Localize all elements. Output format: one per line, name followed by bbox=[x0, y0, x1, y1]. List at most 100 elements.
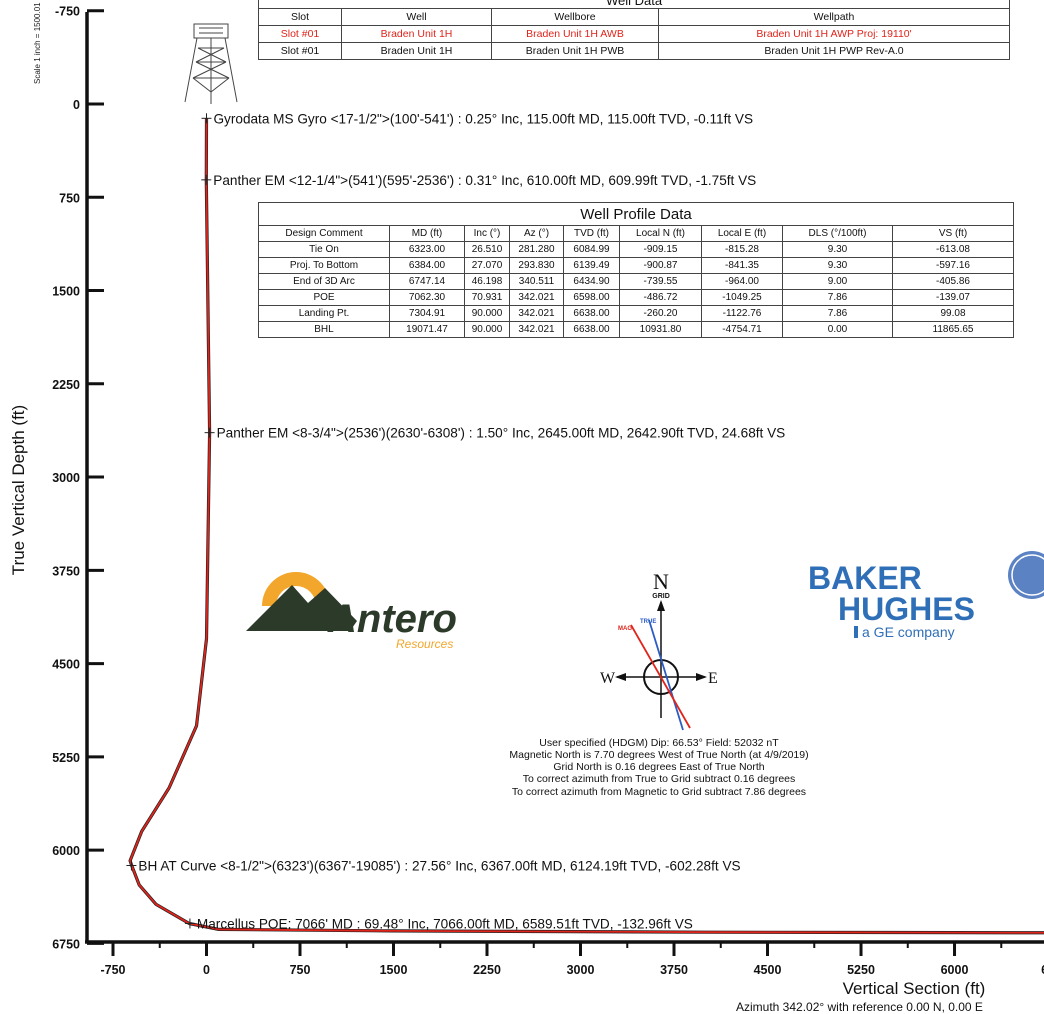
annotation-label: Marcellus POE: 7066' MD : 69.48° Inc, 70… bbox=[197, 916, 693, 931]
table-cell: -613.08 bbox=[892, 241, 1014, 258]
ge-company-text: a GE company bbox=[862, 624, 955, 640]
y-tick-label: 4500 bbox=[52, 658, 80, 672]
y-tick-label: -750 bbox=[55, 5, 80, 19]
table-cell: 6638.00 bbox=[563, 305, 620, 322]
compass-true-label: TRUE bbox=[640, 619, 656, 625]
table-cell: -139.07 bbox=[892, 289, 1014, 306]
table-cell: 26.510 bbox=[464, 241, 510, 258]
ge-monogram-icon bbox=[1008, 551, 1044, 599]
table-cell: 7.86 bbox=[782, 305, 893, 322]
table-cell: -815.28 bbox=[701, 241, 783, 258]
table-cell: 6434.90 bbox=[563, 273, 620, 290]
x-tick-label: 4500 bbox=[754, 963, 782, 977]
antero-sun-icon bbox=[262, 572, 330, 606]
antero-logo: Antero Resources bbox=[246, 572, 457, 651]
table-cell: 6384.00 bbox=[389, 257, 465, 274]
table-row: Landing Pt. 7304.91 90.000 342.021 6638.00 -2… bbox=[258, 305, 1014, 322]
mag-note-4: To correct azimuth from True to Grid sub… bbox=[523, 773, 796, 785]
table-cell: -4754.71 bbox=[701, 321, 783, 338]
table-row: BHL 19071.47 90.000 342.021 6638.00 10931.80-… bbox=[258, 321, 1014, 338]
table-cell: 9.30 bbox=[782, 241, 893, 258]
drilling-rig-icon bbox=[184, 23, 238, 104]
table-cell: 19071.47 bbox=[389, 321, 465, 338]
table-cell: 6139.49 bbox=[563, 257, 620, 274]
table-row: Proj. To Bottom 6384.00 27.070 293.830 6139.… bbox=[258, 257, 1014, 274]
table-cell: -1122.76 bbox=[701, 305, 783, 322]
table-cell: 7.86 bbox=[782, 289, 893, 306]
table-cell: 90.000 bbox=[464, 321, 510, 338]
table-cell: Braden Unit 1H bbox=[341, 25, 492, 43]
compass-mag-label: MAG bbox=[618, 626, 632, 632]
north-arrow: N GRID MAG TRUE W E bbox=[600, 569, 718, 731]
well-profile-table: Well Profile Data Design Comment MD (ft)… bbox=[258, 202, 1014, 338]
compass-w-label: W bbox=[600, 670, 616, 687]
table-cell: End of 3D Arc bbox=[258, 273, 390, 290]
table-cell: 27.070 bbox=[464, 257, 510, 274]
x-axis-title: Vertical Section (ft) bbox=[843, 979, 986, 998]
col-az: Az (°) bbox=[509, 225, 564, 242]
table-cell: POE bbox=[258, 289, 390, 306]
table-cell: -1049.25 bbox=[701, 289, 783, 306]
x-tick-label: 0 bbox=[203, 963, 210, 977]
table-cell: 6598.00 bbox=[563, 289, 620, 306]
well-data-table: Well Data Slot Well Wellbore Wellpath Sl… bbox=[258, 0, 1010, 60]
table-cell: Braden Unit 1H AWB bbox=[491, 25, 659, 43]
col-vs: VS (ft) bbox=[892, 225, 1014, 242]
table-cell: Landing Pt. bbox=[258, 305, 390, 322]
table-cell: 7062.30 bbox=[389, 289, 465, 306]
x-tick-label: 3750 bbox=[660, 963, 688, 977]
col-dls: DLS (°/100ft) bbox=[782, 225, 893, 242]
antero-mountains-icon bbox=[246, 585, 357, 631]
table-cell: Braden Unit 1H AWP Proj: 19110' bbox=[658, 25, 1010, 43]
annotation-label: BH AT Curve <8-1/2">(6323')(6367'-19085'… bbox=[138, 859, 740, 874]
x-tick-label: 2250 bbox=[473, 963, 501, 977]
table-cell: -900.87 bbox=[619, 257, 702, 274]
antero-subtitle: Resources bbox=[396, 637, 453, 651]
table-cell: 293.830 bbox=[509, 257, 564, 274]
table-cell: 7304.91 bbox=[389, 305, 465, 322]
y-tick-label: 6000 bbox=[52, 844, 80, 858]
col-local-n: Local N (ft) bbox=[619, 225, 702, 242]
profile-title: Well Profile Data bbox=[258, 202, 1014, 226]
y-ticks: -750 0 750 1500 2250 3000 3750 4500 5250 6000 6750 bbox=[52, 5, 104, 951]
scale-note: Scale 1 inch = 1500.01 bbox=[33, 2, 42, 84]
table-cell: 342.021 bbox=[509, 305, 564, 322]
series-layer bbox=[128, 118, 1044, 935]
col-well: Well bbox=[341, 8, 492, 26]
hughes-wordmark: HUGHES bbox=[838, 591, 975, 627]
table-cell: Slot #01 bbox=[258, 42, 342, 60]
col-md: MD (ft) bbox=[389, 225, 465, 242]
annotation-layer: Gyrodata MS Gyro <17-1/2">(100'-541') : … bbox=[126, 111, 785, 931]
table-cell: 6323.00 bbox=[389, 241, 465, 258]
wellpath-line bbox=[129, 118, 1044, 934]
table-cell: 9.30 bbox=[782, 257, 893, 274]
y-tick-label: 5250 bbox=[52, 751, 80, 765]
table-cell: -841.35 bbox=[701, 257, 783, 274]
table-row: POE 7062.30 70.931 342.021 6598.00 -486.72 -10… bbox=[258, 289, 1014, 306]
table-cell: Braden Unit 1H PWB bbox=[491, 42, 659, 60]
table-cell: 46.198 bbox=[464, 273, 510, 290]
table-cell: -964.00 bbox=[701, 273, 783, 290]
y-tick-label: 3750 bbox=[52, 564, 80, 578]
baker-hughes-logo: BAKER HUGHES a GE company bbox=[808, 560, 975, 640]
y-tick-label: 0 bbox=[73, 98, 80, 112]
well-data-title: Well Data bbox=[258, 0, 1010, 9]
annotation-label: Gyrodata MS Gyro <17-1/2">(100'-541') : … bbox=[213, 111, 753, 126]
x-tick-label: 750 bbox=[290, 963, 311, 977]
table-cell: -909.15 bbox=[619, 241, 702, 258]
table-cell: BHL bbox=[258, 321, 390, 338]
annotation-label: Panther EM <12-1/4">(541')(595'-2536') :… bbox=[213, 173, 756, 188]
x-tick-label: -750 bbox=[100, 963, 125, 977]
table-cell: 0.00 bbox=[782, 321, 893, 338]
col-design-comment: Design Comment bbox=[258, 225, 390, 242]
y-tick-label: 3000 bbox=[52, 471, 80, 485]
x-tick-label: 5250 bbox=[847, 963, 875, 977]
table-cell: 281.280 bbox=[509, 241, 564, 258]
col-inc: Inc (°) bbox=[464, 225, 510, 242]
x-tick-label: 3000 bbox=[567, 963, 595, 977]
table-cell: 10931.80 bbox=[619, 321, 702, 338]
table-cell: 340.511 bbox=[509, 273, 564, 290]
table-cell: -739.55 bbox=[619, 273, 702, 290]
table-cell: 90.000 bbox=[464, 305, 510, 322]
y-tick-label: 1500 bbox=[52, 285, 80, 299]
